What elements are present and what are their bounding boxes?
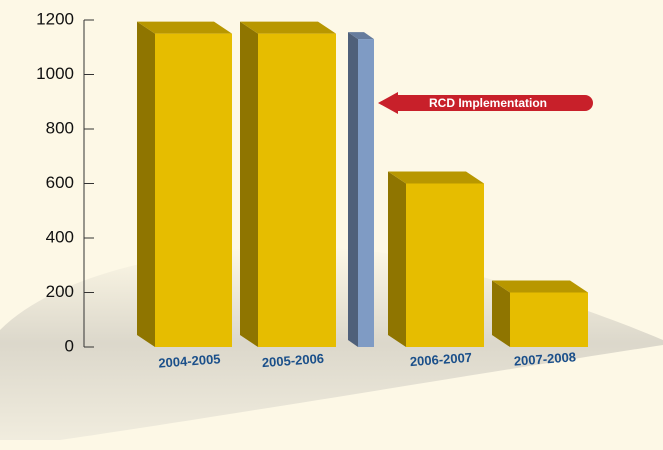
bar xyxy=(155,33,232,347)
y-tick-label: 800 xyxy=(46,118,74,137)
y-tick-label: 1200 xyxy=(36,9,74,28)
y-tick-label: 0 xyxy=(65,336,74,355)
x-tick-label: 2004-2005 xyxy=(158,351,221,370)
bar xyxy=(406,183,484,347)
bar-top xyxy=(137,21,232,34)
bar-top xyxy=(240,21,336,34)
bar-side xyxy=(492,280,510,347)
bar-side xyxy=(388,171,406,347)
annotation: RCD Implementation xyxy=(378,92,593,114)
bar xyxy=(358,39,374,347)
x-tick-label: 2006-2007 xyxy=(409,350,472,369)
bar xyxy=(510,292,588,347)
y-tick-label: 400 xyxy=(46,227,74,246)
annotation-text: RCD Implementation xyxy=(429,96,547,110)
bar-side xyxy=(240,21,258,347)
bar-side xyxy=(348,32,358,347)
bar-side xyxy=(137,21,155,347)
y-tick-label: 1000 xyxy=(36,64,74,83)
x-tick-label: 2007-2008 xyxy=(513,349,576,368)
x-tick-label: 2005-2006 xyxy=(261,351,324,370)
y-tick-label: 200 xyxy=(46,282,74,301)
bar xyxy=(258,33,336,347)
bar-top xyxy=(492,280,588,293)
bar-top xyxy=(348,32,374,40)
annotation-arrow xyxy=(378,92,593,114)
bar-top xyxy=(388,171,484,184)
y-tick-label: 600 xyxy=(46,173,74,192)
